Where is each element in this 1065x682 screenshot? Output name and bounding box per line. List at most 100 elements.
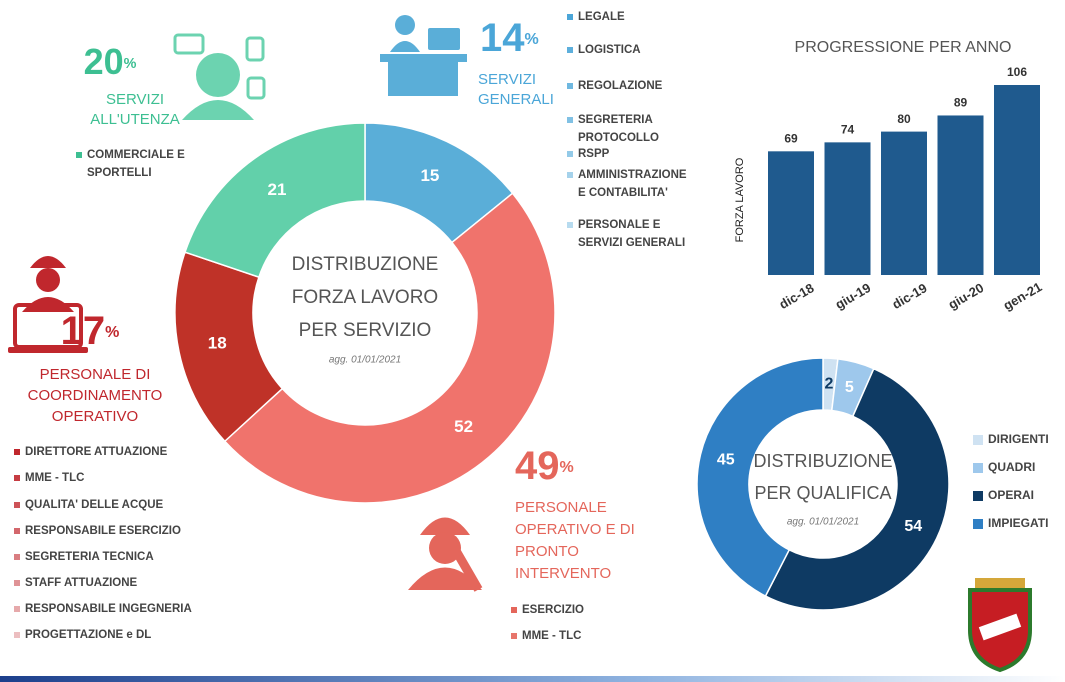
bullet xyxy=(567,14,573,20)
section-name: PRONTO xyxy=(515,543,579,560)
logo xyxy=(968,578,1032,673)
section-item: MME - TLC xyxy=(25,472,84,484)
section-item: LOGISTICA xyxy=(578,44,641,56)
section-item: DIRETTORE ATTUAZIONE xyxy=(25,446,168,458)
bullet xyxy=(567,172,573,178)
percent-number: 14 xyxy=(480,16,525,60)
y-axis-label: FORZA LAVORO xyxy=(734,157,746,242)
bullet xyxy=(14,632,20,638)
percent-number: 20 xyxy=(84,41,124,82)
bullet xyxy=(14,502,20,508)
section-item: SEGRETERIA TECNICA xyxy=(25,551,154,563)
section-name: PERSONALE xyxy=(515,499,607,516)
legend-swatch xyxy=(973,463,983,473)
bar-value-label: 69 xyxy=(784,131,798,145)
bullet xyxy=(14,449,20,455)
bar-value-label: 89 xyxy=(954,96,968,110)
section-item: SPORTELLI xyxy=(87,167,152,179)
bullet xyxy=(511,633,517,639)
section-item: MME - TLC xyxy=(522,630,581,642)
section-item: RSPP xyxy=(578,148,610,160)
donut-center-title: DISTRIBUZIONE xyxy=(753,451,892,471)
section-item: AMMINISTRAZIONE xyxy=(578,169,687,181)
donut-center-title: PER SERVIZIO xyxy=(299,320,432,341)
bottom-strip xyxy=(0,676,1065,682)
section-item: STAFF ATTUAZIONE xyxy=(25,577,138,589)
donut-segment xyxy=(223,192,556,504)
section-name: PERSONALE DI xyxy=(40,366,151,383)
bullet xyxy=(567,47,573,53)
section-item: LEGALE xyxy=(578,11,625,23)
legend-label: DIRIGENTI xyxy=(988,432,1049,446)
bullet xyxy=(76,152,82,158)
segment-label: 21 xyxy=(268,180,287,199)
donut-segment xyxy=(764,367,950,611)
section-percent: 14% xyxy=(480,16,539,60)
section-percent: 17% xyxy=(61,309,120,353)
legend-swatch xyxy=(973,435,983,445)
bar-value-label: 80 xyxy=(897,112,911,126)
segment-label: 45 xyxy=(717,452,735,469)
bullet xyxy=(567,151,573,157)
bullet xyxy=(14,528,20,534)
segment-label: 2 xyxy=(824,375,833,392)
section-name: GENERALI xyxy=(478,91,554,108)
bar xyxy=(824,142,871,275)
icon-user-service xyxy=(173,33,266,120)
section-item: COMMERCIALE E xyxy=(87,149,185,161)
bullet xyxy=(14,554,20,560)
x-tick-label: dic-18 xyxy=(776,280,816,312)
donut-center-title: FORZA LAVORO xyxy=(292,287,438,308)
section-percent: 20% xyxy=(84,41,137,82)
section-item: PROTOCOLLO xyxy=(578,132,659,144)
donut-center-subtitle: agg. 01/01/2021 xyxy=(329,355,401,366)
bar xyxy=(881,131,927,275)
section-name: OPERATIVO xyxy=(52,408,138,425)
section-item: ESERCIZIO xyxy=(522,604,584,616)
percent-number: 49 xyxy=(515,444,560,488)
section-item: RESPONSABILE INGEGNERIA xyxy=(25,603,192,615)
section-name: SERVIZI xyxy=(106,91,164,108)
segment-label: 5 xyxy=(845,379,854,396)
percent-unit: % xyxy=(560,459,574,476)
legend-swatch xyxy=(973,491,983,501)
bullet xyxy=(14,580,20,586)
bar-value-label: 74 xyxy=(841,123,855,137)
icon-office xyxy=(380,15,467,96)
icon-worker-wrench xyxy=(408,517,483,592)
section-name: SERVIZI xyxy=(478,71,536,88)
section-name: ALL'UTENZA xyxy=(90,111,180,128)
x-tick-label: giu-20 xyxy=(946,280,987,312)
section-item: QUALITA' DELLE ACQUE xyxy=(25,499,164,511)
segment-label: 15 xyxy=(420,166,439,185)
x-tick-label: giu-19 xyxy=(833,280,874,312)
section-item: PROGETTAZIONE e DL xyxy=(25,629,151,641)
segment-label: 52 xyxy=(454,417,473,436)
bullet xyxy=(567,83,573,89)
legend-label: IMPIEGATI xyxy=(988,516,1048,530)
section-item: SERVIZI GENERALI xyxy=(578,237,685,249)
section-item: PERSONALE E xyxy=(578,219,661,231)
bar-value-label: 106 xyxy=(1007,65,1027,79)
percent-number: 17 xyxy=(61,309,106,353)
bullet xyxy=(567,117,573,123)
icon-worker-laptop xyxy=(8,256,88,353)
donut-center-subtitle: agg. 01/01/2021 xyxy=(787,517,859,528)
bar-chart-title: PROGRESSIONE PER ANNO xyxy=(795,39,1012,56)
legend-label: OPERAI xyxy=(988,488,1034,502)
bar xyxy=(768,151,814,275)
donut-segment xyxy=(696,357,824,598)
legend-swatch xyxy=(973,519,983,529)
bullet xyxy=(14,606,20,612)
donut-center-title: DISTRIBUZIONE xyxy=(292,254,439,275)
segment-label: 54 xyxy=(904,518,922,535)
donut-segment xyxy=(184,122,366,279)
section-name: OPERATIVO E DI xyxy=(515,521,635,538)
percent-unit: % xyxy=(105,324,119,341)
x-tick-label: gen-21 xyxy=(1001,279,1045,313)
donut-center-title: PER QUALIFICA xyxy=(754,483,891,503)
section-item: E CONTABILITA' xyxy=(578,187,668,199)
percent-unit: % xyxy=(124,56,137,72)
x-tick-label: dic-19 xyxy=(889,280,929,312)
